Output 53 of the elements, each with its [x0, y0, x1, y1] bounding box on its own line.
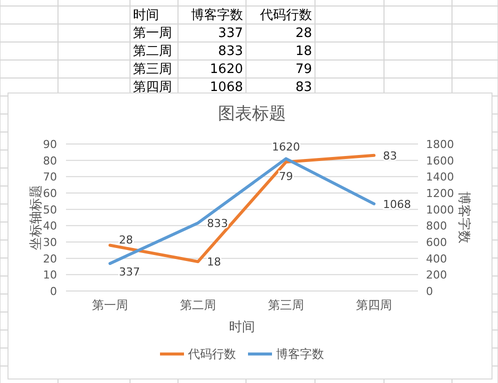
y-axis-title: 坐标轴标题: [29, 185, 44, 250]
data-label: 833: [218, 44, 243, 59]
data-label: 1620: [272, 140, 300, 154]
data-label: 337: [119, 265, 140, 278]
y-tick-label: 30: [43, 236, 57, 249]
y-tick-label: 40: [43, 220, 57, 233]
data-label: 28: [119, 233, 133, 246]
y2-tick-label: 400: [426, 252, 447, 266]
text: 博客字数: [191, 7, 243, 23]
chart-title: 图表标题: [218, 104, 286, 124]
data-label: 28: [295, 26, 312, 41]
x-axis-title: 时间: [229, 320, 255, 335]
text: 时间: [133, 8, 159, 23]
y2-tick-label: 1200: [426, 187, 454, 200]
data-label: 18: [207, 256, 221, 269]
data-label: 83: [383, 149, 397, 162]
y2-tick-label: 0: [426, 285, 433, 298]
data-label: 1068: [383, 198, 411, 211]
legend-label: 博客字数: [276, 347, 324, 361]
category-label: 第一周: [133, 26, 172, 41]
y2-tick-label: 1800: [426, 138, 454, 151]
text: 代码行数: [259, 8, 312, 23]
y2-tick-label: 1600: [426, 154, 454, 168]
x-tick-label: 第四周: [356, 298, 392, 312]
y2-tick-label: 600: [426, 236, 447, 249]
category-label: 第三周: [133, 62, 172, 77]
y2-tick-label: 800: [426, 220, 447, 233]
y-tick-label: 60: [43, 187, 57, 200]
data-label: 79: [295, 62, 312, 77]
data-label: 337: [218, 26, 243, 41]
x-tick-label: 第一周: [92, 298, 128, 312]
x-tick-label: 第二周: [180, 298, 216, 312]
data-label: 1068: [210, 80, 243, 95]
data-label: 1620: [210, 62, 243, 77]
x-tick-label: 第三周: [268, 298, 304, 312]
y2-tick-label: 1400: [426, 170, 454, 184]
y-tick-label: 10: [43, 268, 57, 282]
y2-tick-label: 1000: [426, 203, 454, 216]
data-label: 83: [295, 80, 312, 95]
category-label: 第二周: [133, 44, 172, 59]
y-tick-label: 0: [50, 285, 57, 298]
y2-axis-title: 博客字数: [456, 192, 472, 244]
y-tick-label: 50: [43, 203, 57, 216]
data-label: 18: [295, 44, 312, 59]
legend-label: 代码行数: [187, 347, 236, 361]
y2-tick-label: 200: [426, 268, 447, 282]
y-tick-label: 20: [43, 252, 57, 266]
y-tick-label: 80: [43, 154, 57, 168]
data-label: 79: [279, 170, 293, 183]
data-label: 833: [207, 216, 228, 230]
category-label: 第四周: [133, 80, 172, 95]
y-tick-label: 90: [43, 138, 57, 151]
y-tick-label: 70: [43, 170, 57, 184]
